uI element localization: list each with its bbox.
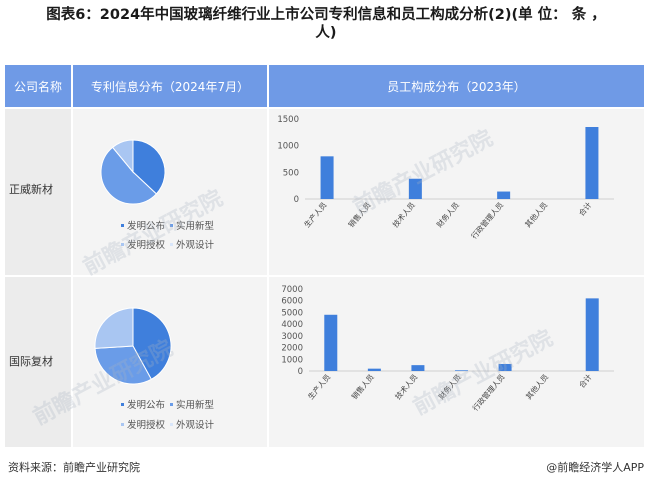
legend-swatch-utility	[170, 403, 174, 406]
y-tick-label: 500	[283, 168, 299, 178]
x-category-label: 生产人员	[302, 199, 329, 229]
legend-swatch-grant	[121, 423, 124, 426]
row1-patent-cell: 发明公布 实用新型 发明授权 外观设计	[73, 109, 267, 275]
x-category-label: 合计	[576, 371, 594, 389]
x-category-label: 销售人员	[349, 371, 376, 401]
y-tick-label: 0	[298, 367, 303, 377]
x-category-label: 销售人员	[346, 199, 373, 229]
row2-pie-chart	[94, 307, 172, 385]
row1-staff-cell: 1500 1000 500 0 生产人员 销售人员 技术人员 财务人员 行政管理人员 其他人员 合计	[269, 109, 644, 275]
x-category-label: 财务人员	[436, 371, 463, 401]
bar	[320, 156, 334, 199]
page-title: 图表6：2024年中国玻璃纤维行业上市公司专利信息和员工构成分析(2)(单 位：…	[20, 6, 632, 42]
bar	[408, 178, 422, 199]
data-table: 公司名称 专利信息分布（2024年7月） 员工构成分布（2023年） 正威新材 …	[5, 65, 644, 447]
x-category-label: 生产人员	[305, 371, 332, 401]
x-category-label: 其他人员	[523, 371, 550, 401]
row2-company-cell: 国际复材	[5, 277, 71, 447]
legend-design: 外观设计	[176, 420, 215, 431]
legend-swatch-publish	[121, 224, 124, 227]
x-category-label: 合计	[576, 199, 594, 217]
x-category-label: 技术人员	[390, 199, 417, 229]
bar	[324, 314, 338, 371]
legend-utility: 实用新型	[176, 400, 215, 411]
legend-swatch-utility	[170, 224, 174, 227]
x-category-label: 技术人员	[393, 371, 420, 401]
row2-patent-cell: 发明公布 实用新型 发明授权 外观设计	[73, 277, 267, 447]
x-category-label: 行政管理人员	[469, 199, 506, 240]
title-line-2: 人)	[315, 25, 337, 41]
y-tick-label: 1000	[277, 142, 299, 152]
pie-slice	[94, 345, 152, 385]
header-staff: 员工构成分布（2023年）	[269, 65, 644, 107]
x-category-label: 财务人员	[434, 199, 461, 229]
pie-slice	[132, 139, 166, 195]
legend-swatch-design	[170, 423, 174, 426]
y-tick-label: 1500	[277, 115, 299, 125]
row1-legend-bottom: 发明授权 外观设计	[119, 237, 214, 251]
title-line-1: 图表6：2024年中国玻璃纤维行业上市公司专利信息和员工构成分析(2)(单 位：…	[46, 7, 606, 23]
y-tick-label: 7000	[281, 285, 303, 295]
y-tick-label: 6000	[281, 297, 303, 307]
pie-slice	[111, 139, 134, 174]
x-category-label: 行政管理人员	[470, 371, 507, 412]
legend-utility: 实用新型	[176, 221, 215, 232]
bar	[585, 298, 599, 371]
x-category-label: 其他人员	[522, 199, 549, 229]
header-patent: 专利信息分布（2024年7月）	[73, 65, 267, 107]
y-tick-label: 1000	[281, 355, 303, 365]
row1-company-name: 正威新材	[9, 183, 53, 196]
legend-swatch-publish	[121, 403, 124, 406]
legend-swatch-design	[170, 243, 174, 246]
y-tick-label: 2000	[281, 344, 303, 354]
row2-staff-cell: 7000 6000 5000 4000 3000 2000 1000 0 生产人员 销售人员 技术人…	[269, 277, 644, 447]
brand-note: @前瞻经济学人APP	[546, 461, 644, 474]
legend-publish: 发明公布	[127, 400, 166, 411]
row1-company-cell: 正威新材	[5, 109, 71, 275]
row2-legend-bottom: 发明授权 外观设计	[119, 417, 214, 431]
legend-design: 外观设计	[176, 240, 215, 251]
bar	[367, 368, 381, 371]
bar	[497, 191, 511, 199]
legend-grant: 发明授权	[127, 420, 166, 431]
legend-publish: 发明公布	[127, 221, 166, 232]
pie-slice	[100, 146, 158, 205]
source-note: 资料来源：前瞻产业研究院	[8, 461, 140, 474]
y-tick-label: 0	[294, 195, 299, 205]
pie-slice	[132, 307, 172, 380]
y-tick-label: 5000	[281, 308, 303, 318]
header-company: 公司名称	[5, 65, 71, 107]
row1-legend-top: 发明公布 实用新型	[119, 218, 214, 232]
row2-company-name: 国际复材	[9, 355, 53, 368]
legend-grant: 发明授权	[127, 240, 166, 251]
legend-swatch-grant	[121, 243, 124, 246]
y-tick-label: 3000	[281, 332, 303, 342]
pie-slice	[94, 307, 134, 349]
row2-legend-top: 发明公布 实用新型	[119, 397, 214, 411]
y-tick-label: 4000	[281, 320, 303, 330]
bar	[498, 363, 512, 371]
bar	[411, 365, 425, 371]
bar	[455, 370, 468, 371]
row1-pie-chart	[100, 139, 166, 205]
bar	[585, 127, 599, 199]
